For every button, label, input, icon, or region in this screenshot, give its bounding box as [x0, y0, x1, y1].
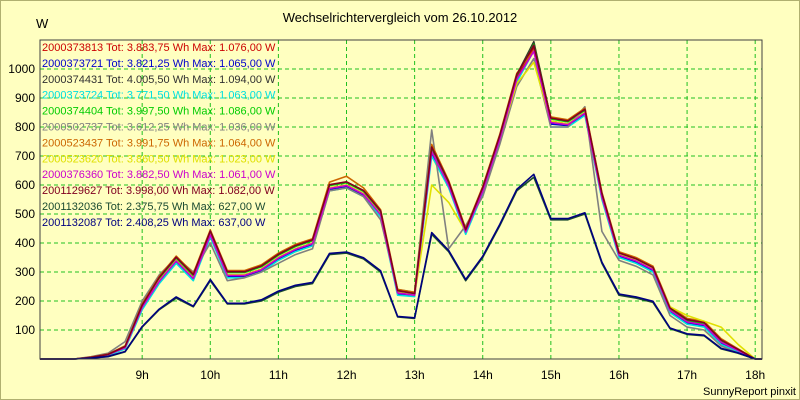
plot-border	[39, 39, 763, 360]
legend-entry-2000502737: 2000502737 Tot: 3.612,25 Wh Max: 1.036,0…	[42, 122, 276, 134]
legend-entry-2000523620: 2000523620 Tot: 3.860,50 Wh Max: 1.023,0…	[42, 153, 276, 165]
legend-entry-2000373813: 2000373813 Tot: 3.883,75 Wh Max: 1.076,0…	[42, 42, 276, 54]
x-tick-label: 18h	[745, 368, 765, 382]
grid	[40, 40, 762, 359]
x-tick-label: 11h	[269, 368, 288, 382]
legend-entry-2000523437: 2000523437 Tot: 3.991,75 Wh Max: 1.064,0…	[42, 137, 276, 149]
x-tick-label: 13h	[405, 368, 425, 382]
series-line-2000376360	[40, 50, 762, 360]
y-tick-label: 100	[15, 323, 35, 337]
series-line-2000373724	[40, 49, 762, 360]
chart-title: Wechselrichtervergleich vom 26.10.2012	[282, 10, 518, 25]
y-tick-label: 200	[15, 294, 35, 308]
legend-entry-2000373724: 2000373724 Tot: 3.771,50 Wh Max: 1.063,0…	[42, 90, 276, 102]
credit-label: SunnyReport pinxit	[703, 386, 796, 398]
y-tick-label: 300	[15, 265, 35, 279]
x-tick-label: 16h	[609, 368, 629, 382]
y-tick-label: 700	[15, 149, 35, 163]
legend-entry-2001132036: 2001132036 Tot: 2.375,75 Wh Max: 627,00 …	[42, 201, 266, 213]
legend: 2000373813 Tot: 3.883,75 Wh Max: 1.076,0…	[42, 42, 276, 229]
legend-entry-2001132087: 2001132087 Tot: 2.408,25 Wh Max: 637,00 …	[42, 217, 266, 229]
x-tick-label: 15h	[541, 368, 561, 382]
x-tick-label: 10h	[200, 368, 220, 382]
y-tick-label: 1000	[8, 62, 35, 76]
series-line-2001129627	[40, 44, 762, 360]
y-axis-label: W	[36, 16, 49, 31]
legend-entry-2000374431: 2000374431 Tot: 4.005,50 Wh Max: 1.094,0…	[42, 74, 276, 86]
axes	[39, 39, 763, 360]
x-tick-label: 14h	[473, 368, 493, 382]
y-tick-label: 500	[15, 207, 35, 221]
tick-labels: 100 200 300 400 500 600 700 800 900 1000 9h 10h 11h 1…	[8, 62, 765, 382]
series-layer	[40, 40, 762, 360]
legend-entry-2001129627: 2001129627 Tot: 3.998,00 Wh Max: 1.082,0…	[42, 185, 275, 197]
legend-entry-2000373721: 2000373721 Tot: 3.821,25 Wh Max: 1.065,0…	[42, 58, 276, 70]
legend-entry-2000374404: 2000374404 Tot: 3.997,50 Wh Max: 1.086,0…	[42, 106, 276, 118]
x-tick-label: 9h	[135, 368, 148, 382]
legend-entry-2000376360: 2000376360 Tot: 3.882,50 Wh Max: 1.061,0…	[42, 169, 276, 181]
y-tick-label: 600	[15, 178, 35, 192]
y-tick-label: 900	[15, 91, 35, 105]
x-tick-label: 17h	[677, 368, 697, 382]
y-tick-label: 400	[15, 236, 35, 250]
x-tick-label: 12h	[336, 368, 356, 382]
y-tick-label: 800	[15, 120, 35, 134]
series-line-2001132087	[40, 173, 762, 360]
